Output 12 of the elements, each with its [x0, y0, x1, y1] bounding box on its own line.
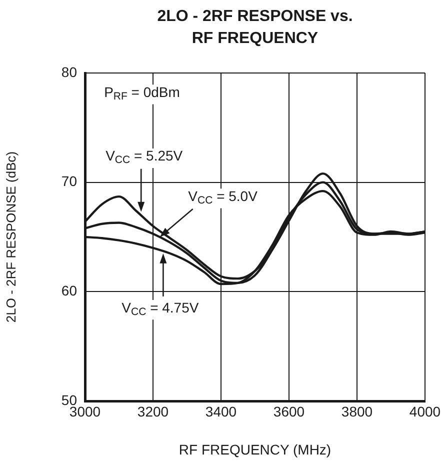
chart-title: 2LO - 2RF RESPONSE vs. RF FREQUENCY	[156, 7, 354, 49]
y-axis-title: 2LO - 2RF RESPONSE (dBc)	[3, 151, 18, 323]
x-tick-label: 3800	[341, 403, 373, 420]
x-axis-title: RF FREQUENCY (MHz)	[178, 441, 332, 458]
x-tick-label: 4000	[409, 403, 441, 420]
y-tick-label: 60	[61, 282, 78, 299]
x-tick-label: 3200	[137, 403, 169, 420]
y-tick-label: 70	[61, 173, 78, 190]
y-tick-label: 50	[61, 392, 78, 408]
x-tick-label: 3400	[205, 403, 237, 420]
y-tick-label: 80	[61, 64, 78, 80]
x-tick-label: 3600	[273, 403, 305, 420]
